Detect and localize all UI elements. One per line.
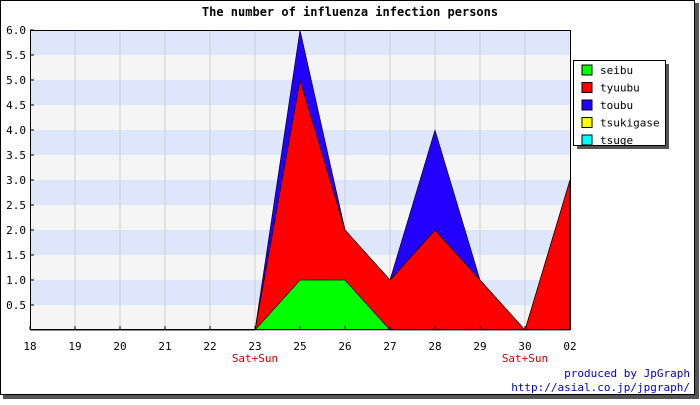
y-tick-label: 4.5 [6,99,26,112]
x-tick-label: 20 [113,340,126,353]
y-axis: 0.5 1.0 1.5 2.0 2.5 3.0 3.5 4.0 4.5 5.0 5.5 6.0 [6,24,34,312]
x-tick-label: 30 [518,340,531,353]
x-tick-note: Sat+Sun [502,352,548,365]
legend-label-seibu: seibu [600,64,633,77]
legend-swatch-tsukigase [581,117,593,128]
y-tick-label: 3.0 [6,174,26,187]
legend-label-toubu: toubu [600,99,633,112]
legend-swatch-seibu [581,64,593,76]
x-tick-note: Sat+Sun [232,352,278,365]
legend-swatch-tsuge [581,134,593,146]
y-tick-label: 1.0 [6,274,26,287]
legend-swatch-toubu [581,99,593,111]
footer-credit: produced by JpGraph [564,367,690,380]
y-tick-label: 6.0 [6,24,26,37]
footer-url[interactable]: http://asial.co.jp/jpgraph/ [511,381,690,394]
x-tick-label: 22 [203,340,216,353]
legend-label-tsukigase: tsukigase [600,117,660,130]
x-tick-label: 21 [158,340,171,353]
y-tick-label: 2.5 [6,199,26,212]
x-tick-label: 02 [563,340,576,353]
legend-label-tyuubu: tyuubu [600,82,640,95]
x-tick-label: 23 [248,340,261,353]
x-tick-label: 27 [383,340,396,353]
y-tick-label: 5.5 [6,49,26,62]
legend-label-tsuge: tsuge [600,134,633,147]
legend: seibu tyuubu toubu tsukigase tsuge [573,60,669,149]
x-tick-label: 19 [68,340,81,353]
y-tick-label: 4.0 [6,124,26,137]
y-tick-label: 0.5 [6,299,26,312]
x-tick-label: 28 [428,340,441,353]
y-tick-label: 1.5 [6,249,26,262]
y-tick-label: 5.0 [6,74,26,87]
x-tick-label: 25 [293,340,306,353]
legend-swatch-tyuubu [581,82,593,93]
y-tick-label: 2.0 [6,224,26,237]
x-tick-label: 29 [473,340,486,353]
y-tick-label: 3.5 [6,149,26,162]
x-tick-label: 18 [23,340,36,353]
chart-title: The number of influenza infection person… [202,5,498,19]
x-tick-label: 26 [338,340,351,353]
